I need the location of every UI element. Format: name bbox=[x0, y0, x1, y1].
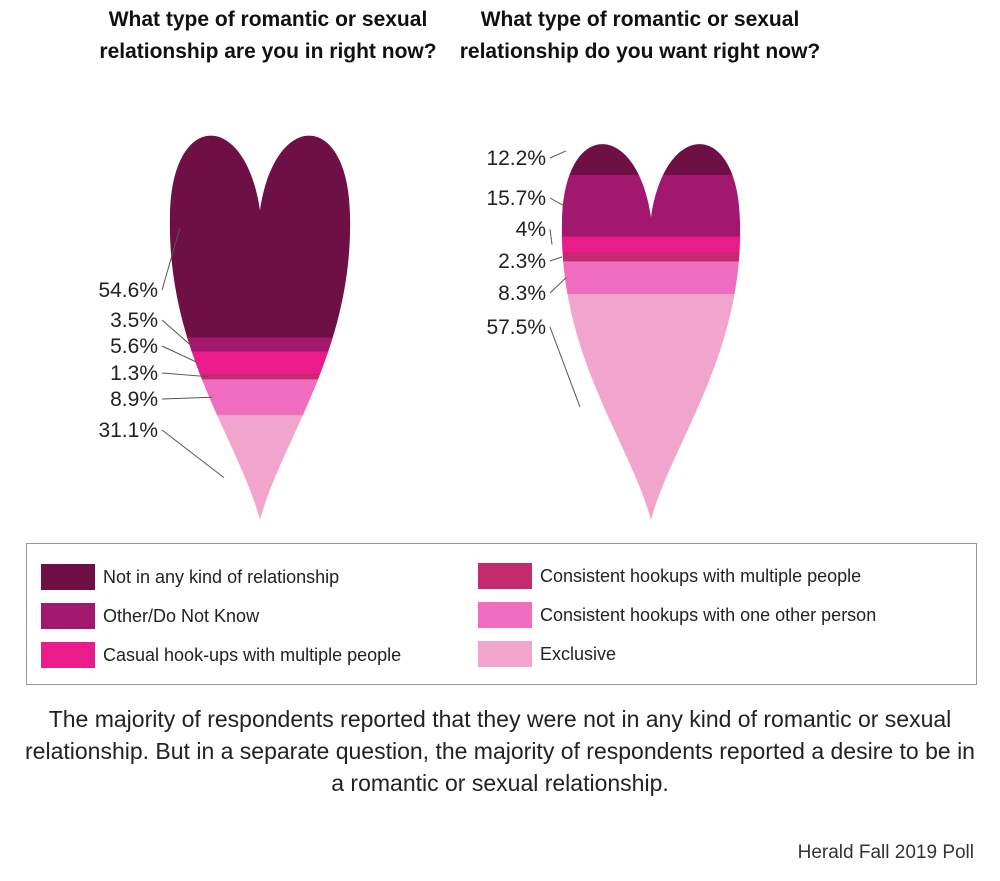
right-percent-label-4: 8.3% bbox=[498, 282, 546, 305]
right-leader-line-4 bbox=[549, 277, 567, 294]
legend-swatch bbox=[41, 642, 95, 668]
legend-label: Other/Do Not Know bbox=[103, 605, 260, 626]
left-percent-label-3: 1.3% bbox=[110, 362, 158, 385]
right-heart-band-5 bbox=[561, 294, 741, 520]
legend-item-consistent-one: Consistent hookups with one other person bbox=[478, 602, 876, 628]
left-percent-label-0: 54.6% bbox=[98, 279, 158, 302]
legend-item-other: Other/Do Not Know bbox=[41, 603, 259, 629]
legend-swatch bbox=[478, 641, 532, 667]
legend-item-not-in-relationship: Not in any kind of relationship bbox=[41, 564, 339, 590]
right-heart-band-0 bbox=[561, 144, 741, 176]
left-percent-label-2: 5.6% bbox=[110, 335, 158, 358]
right-leader-line-5 bbox=[549, 326, 581, 408]
right-percent-label-0: 12.2% bbox=[486, 147, 546, 170]
left-percent-label-1: 3.5% bbox=[110, 309, 158, 332]
right-leader-line-1 bbox=[549, 197, 565, 207]
left-percent-label-4: 8.9% bbox=[110, 388, 158, 411]
right-percent-labels: 12.2% 15.7% 4% 2.3% 8.3% 57.5% bbox=[486, 147, 581, 408]
left-percent-label-5: 31.1% bbox=[98, 419, 158, 442]
right-leader-line-3 bbox=[549, 256, 563, 262]
right-heart-band-4 bbox=[561, 261, 741, 295]
legend-label: Exclusive bbox=[540, 643, 617, 664]
right-percent-label-3: 2.3% bbox=[498, 250, 546, 273]
legend-label: Casual hook-ups with multiple people bbox=[103, 644, 402, 665]
left-leader-line-2 bbox=[161, 345, 199, 364]
source-credit: Herald Fall 2019 Poll bbox=[797, 842, 974, 863]
right-percent-label-2: 4% bbox=[516, 218, 546, 241]
legend-item-consistent-multiple: Consistent hookups with multiple people bbox=[478, 563, 861, 589]
legend-swatch bbox=[41, 564, 95, 590]
right-chart-title: What type of romantic or sexual relation… bbox=[459, 8, 821, 63]
legend-label: Not in any kind of relationship bbox=[103, 566, 340, 587]
left-heart-band-1 bbox=[169, 337, 351, 353]
legend-item-exclusive: Exclusive bbox=[478, 641, 616, 667]
left-heart-band-0 bbox=[169, 135, 351, 339]
legend-swatch bbox=[41, 603, 95, 629]
legend: Not in any kind of relationship Other/Do… bbox=[26, 543, 977, 685]
right-leader-line-0 bbox=[549, 150, 567, 159]
left-leader-line-5 bbox=[161, 429, 225, 478]
right-leader-line-2 bbox=[549, 228, 553, 245]
left-heart-band-3 bbox=[169, 374, 351, 380]
legend-label: Consistent hookups with multiple people bbox=[540, 565, 862, 586]
legend-swatch bbox=[478, 602, 532, 628]
right-percent-label-1: 15.7% bbox=[486, 187, 546, 210]
right-heart-band-3 bbox=[561, 252, 741, 263]
left-percent-labels: 54.6% 3.5% 5.6% 1.3% 8.9% 31.1% bbox=[98, 227, 225, 478]
left-leader-line-1 bbox=[161, 319, 191, 345]
caption: The majority of respondents reported tha… bbox=[25, 706, 975, 796]
left-leader-line-0 bbox=[161, 227, 181, 291]
legend-label: Consistent hookups with one other person bbox=[540, 604, 877, 625]
right-heart bbox=[561, 144, 741, 520]
left-leader-line-4 bbox=[161, 396, 213, 400]
heart-charts: 54.6% 3.5% 5.6% 1.3% 8.9% 31.1% 12.2% 15.7% 4% 2… bbox=[98, 135, 741, 520]
left-chart-title: What type of romantic or sexual relation… bbox=[99, 8, 437, 63]
left-heart-band-5 bbox=[169, 415, 351, 520]
legend-swatch bbox=[478, 563, 532, 589]
left-leader-line-3 bbox=[161, 372, 209, 378]
right-heart-band-2 bbox=[561, 236, 741, 253]
right-heart-band-1 bbox=[561, 174, 741, 238]
left-heart-band-2 bbox=[169, 351, 351, 375]
legend-item-casual-hookups: Casual hook-ups with multiple people bbox=[41, 642, 401, 668]
right-percent-label-5: 57.5% bbox=[486, 316, 546, 339]
left-heart bbox=[169, 135, 351, 520]
